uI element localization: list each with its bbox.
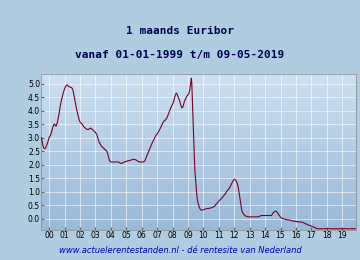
Text: www.actuelerentestanden.nl - dé rentesite van Nederland: www.actuelerentestanden.nl - dé rentesit…	[59, 246, 301, 255]
Text: vanaf 01-01-1999 t/m 09-05-2019: vanaf 01-01-1999 t/m 09-05-2019	[75, 50, 285, 60]
Text: 1 maands Euribor: 1 maands Euribor	[126, 26, 234, 36]
